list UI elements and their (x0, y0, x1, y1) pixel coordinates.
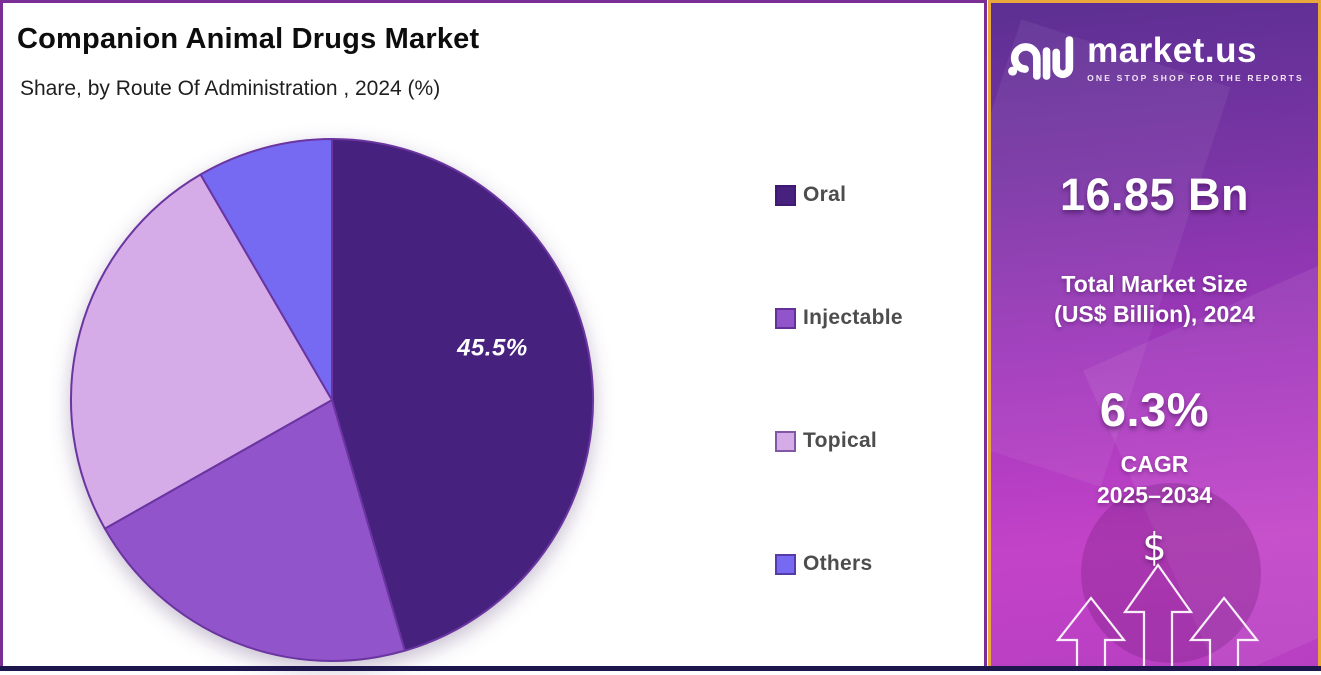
pie-slice-label: 45.5% (456, 335, 528, 362)
legend-label: Others (803, 552, 873, 575)
pie-slice-topical (70, 173, 333, 530)
cagr-label: CAGR (1120, 450, 1189, 477)
page-title: Companion Animal Drugs Market (17, 23, 480, 55)
marketus-logo-icon (1008, 36, 1074, 80)
sidebar: market.us ONE STOP SHOP FOR THE REPORTS … (988, 0, 1321, 671)
legend-item-topical: Topical (775, 428, 903, 454)
legend-swatch-topical (775, 430, 796, 452)
legend-item-injectable: Injectable (775, 305, 903, 331)
market-size-label-line2: (US$ Billion), 2024 (1054, 301, 1255, 328)
legend-swatch-others (775, 553, 796, 575)
legend-item-others: Others (775, 551, 903, 577)
legend: Oral Injectable Topical Others (775, 182, 903, 674)
bottom-strip (0, 666, 1321, 671)
market-size-label: Total Market Size (US$ Billion), 2024 (991, 269, 1318, 330)
dollar-icon: $ (1142, 524, 1167, 569)
pie-slice-others (199, 138, 333, 401)
chart-panel: Companion Animal Drugs Market Share, by … (0, 0, 987, 671)
growth-arrows-icon (1055, 563, 1260, 668)
cagr-period: 2025–2034 (1096, 481, 1213, 508)
pie-chart-svg: 45.5% (70, 138, 594, 662)
brand-name: market.us (1087, 31, 1257, 70)
legend-label: Injectable (803, 306, 903, 329)
brand-tagline: ONE STOP SHOP FOR THE REPORTS (1087, 73, 1304, 83)
market-size-value: 16.85 Bn (1059, 169, 1250, 220)
market-size-label-line1: Total Market Size (1061, 271, 1248, 297)
legend-item-oral: Oral (775, 182, 903, 208)
cagr-value: 6.3% (1099, 382, 1210, 436)
legend-swatch-oral (775, 184, 796, 206)
legend-label: Topical (803, 429, 878, 452)
pie-slice-oral (331, 138, 594, 652)
page-subtitle: Share, by Route Of Administration , 2024… (20, 77, 441, 100)
brand: market.us ONE STOP SHOP FOR THE REPORTS (991, 29, 1318, 87)
pie-slice-injectable (103, 399, 406, 662)
pie-chart: 45.5% (62, 130, 602, 670)
legend-swatch-injectable (775, 307, 796, 329)
legend-label: Oral (803, 183, 847, 206)
